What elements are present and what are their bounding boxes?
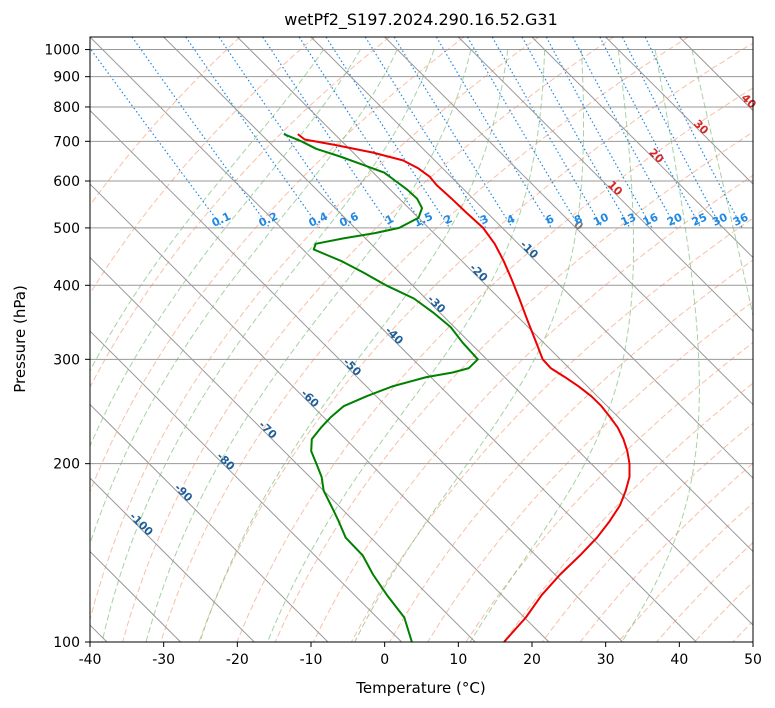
mixing-ratio-line (262, 37, 392, 229)
skewed-isotherm (752, 37, 753, 38)
mixing-ratio-label: 36 (731, 210, 751, 228)
skewed-isotherm (605, 37, 753, 185)
mixing-ratio-label: 20 (665, 210, 685, 228)
mixing-ratio-labels: 0.1 0.2 0.4 0.6 1 1.5 2 3 4 6 8 10 13 16 20 25 30 36 (210, 210, 751, 230)
moist-adiabat (354, 49, 584, 642)
y-axis: 1000 900 800 700 600 500 400 300 200 100 (44, 43, 90, 651)
mixing-ratio-line (521, 37, 631, 229)
dry-adiabat (236, 87, 753, 642)
skewed-isotherm (310, 37, 753, 479)
y-axis-title: Pressure (hPa) (11, 285, 29, 393)
dry-adiabat (389, 259, 753, 642)
x-tick-label: -40 (79, 652, 102, 668)
mixing-ratio-line (185, 37, 321, 229)
x-tick-label: 20 (523, 652, 541, 668)
x-tick-label: 30 (597, 652, 615, 668)
sounding-profiles (283, 133, 631, 642)
dry-adiabat (503, 382, 753, 642)
skewed-isotherm (90, 183, 550, 642)
x-tick-label: 0 (380, 652, 389, 668)
mixing-ratio-line (572, 37, 677, 229)
mixing-ratio-line (364, 37, 487, 229)
mixing-ratio-line (644, 37, 743, 229)
mixing-ratio-label: 13 (619, 211, 638, 229)
dry-adiabat (274, 131, 753, 642)
skewed-isotherm (90, 477, 255, 642)
moist-adiabat (621, 49, 700, 642)
x-tick-label: 50 (744, 652, 762, 668)
dry-adiabat (350, 217, 753, 642)
y-tick-label: 600 (53, 174, 80, 190)
mixing-ratio-label: 25 (690, 211, 709, 229)
skewed-isotherm (90, 256, 476, 642)
y-tick-label: 400 (53, 278, 80, 294)
mixing-ratio-label: 16 (641, 210, 661, 228)
dry-adiabat (312, 174, 753, 642)
skewed-isotherm (163, 37, 753, 626)
skewed-isotherm (90, 403, 329, 642)
skewed-isotherm (90, 109, 623, 642)
y-tick-label: 900 (53, 70, 80, 86)
temperature-line (297, 133, 631, 642)
dewpoint-line (283, 133, 479, 642)
moist-adiabat (469, 49, 634, 642)
skewed-isotherm (457, 37, 753, 332)
mixing-ratio-line (298, 37, 426, 229)
background-lines (90, 37, 753, 642)
y-tick-label: 500 (53, 221, 80, 237)
moist-adiabat (267, 49, 546, 642)
dry-adiabat (90, 37, 241, 207)
dry-adiabat (90, 37, 390, 389)
mixing-ratio-line (545, 37, 653, 229)
pressure-gridlines (90, 49, 753, 642)
dry-adiabat (90, 37, 316, 295)
dry-adiabat (122, 37, 614, 642)
skewed-isotherm (384, 37, 753, 406)
dry-adiabat (90, 37, 465, 493)
y-tick-label: 100 (53, 635, 80, 651)
x-tick-label: 40 (670, 652, 688, 668)
skewed-isotherm (90, 330, 402, 642)
y-tick-label: 1000 (44, 43, 80, 59)
skewed-isotherm (90, 37, 697, 642)
x-axis-title: Temperature (°C) (355, 679, 485, 697)
chart-title: wetPf2_S197.2024.290.16.52.G31 (284, 10, 558, 30)
mixing-ratio-line (325, 37, 451, 229)
x-tick-label: 10 (449, 652, 467, 668)
moist-adiabat (199, 49, 509, 642)
y-tick-label: 300 (53, 352, 80, 368)
x-tick-label: -20 (226, 652, 249, 668)
x-tick-label: -30 (152, 652, 175, 668)
plot-frame (89, 36, 754, 643)
x-tick-label: -10 (300, 652, 323, 668)
mixing-ratio-line (90, 47, 224, 229)
dry-adiabat (465, 341, 753, 642)
x-axis: -40 -30 -20 -10 0 10 20 30 40 50 (79, 642, 762, 668)
mixing-ratio-line (131, 37, 271, 229)
skewed-isotherm (531, 37, 753, 259)
moist-adiabat (101, 49, 435, 642)
y-tick-label: 200 (53, 457, 80, 473)
mixing-ratio-label: 30 (710, 210, 730, 228)
y-tick-label: 800 (53, 100, 80, 116)
dry-adiabat (90, 37, 540, 622)
moist-adiabat (691, 49, 753, 318)
mixing-ratio-line (218, 37, 351, 229)
dry-adiabat (160, 37, 689, 642)
skewed-isotherm (236, 37, 753, 553)
moist-adiabat (90, 49, 398, 546)
y-tick-label: 700 (53, 134, 80, 150)
moist-adiabat (90, 49, 361, 448)
mixing-ratio-label: 10 (591, 210, 611, 228)
mixing-ratio-line (393, 37, 513, 229)
